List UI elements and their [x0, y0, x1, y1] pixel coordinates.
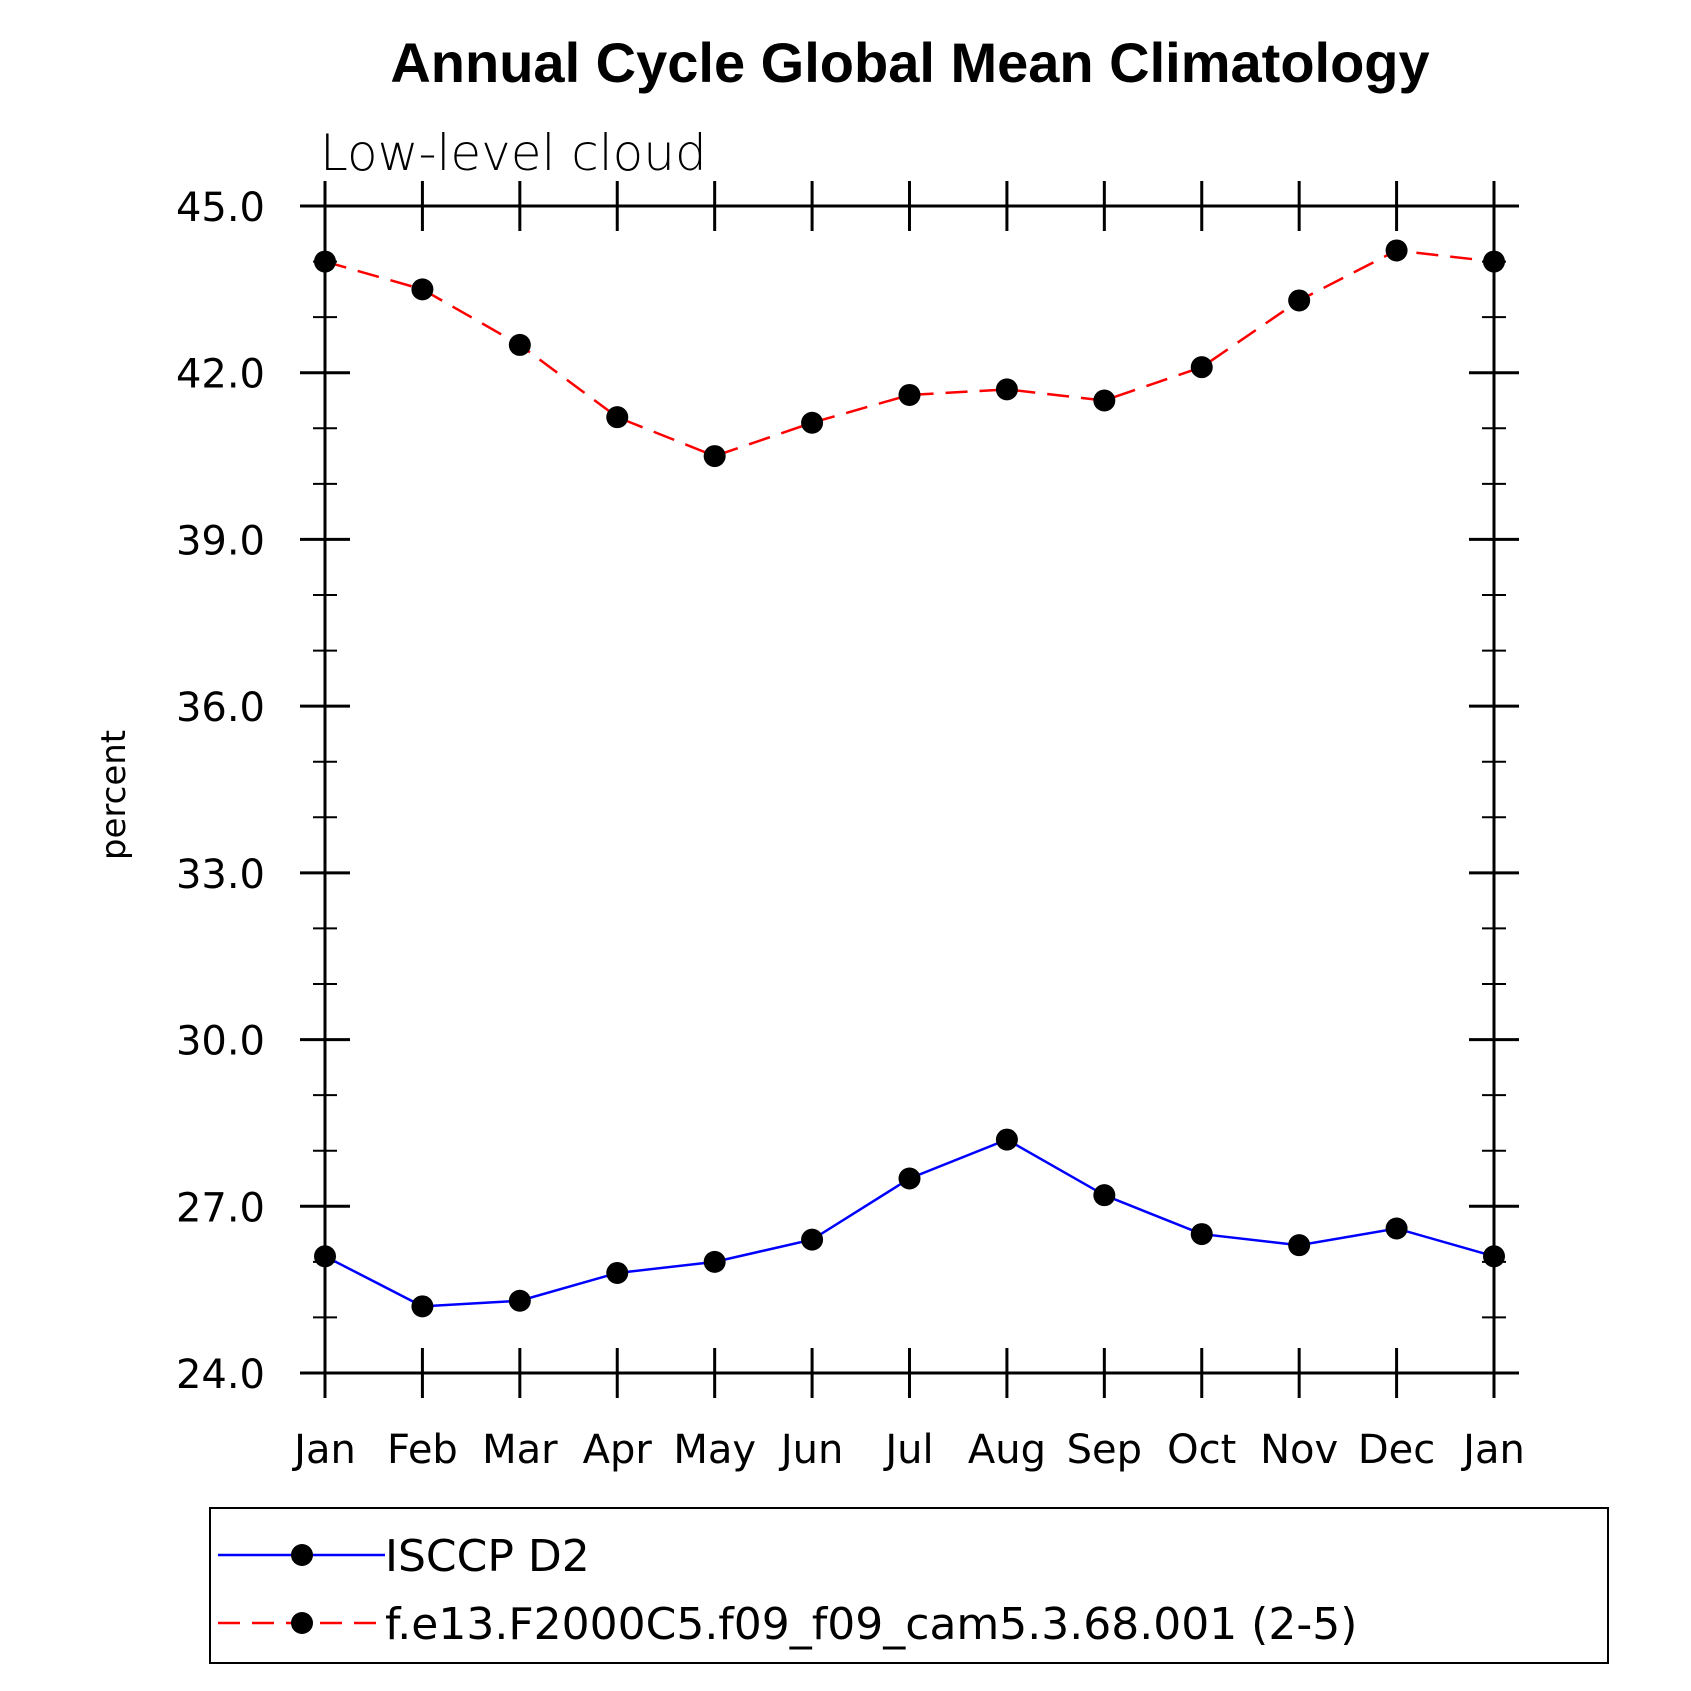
chart-subtitle: Low-level cloud [320, 124, 707, 182]
series-1-point [1288, 289, 1311, 312]
series-0-point [703, 1250, 726, 1273]
series-layer [314, 239, 1505, 1318]
x-tick-label: Nov [1260, 1427, 1338, 1473]
series-0-point [606, 1261, 629, 1284]
y-tick-label: 42.0 [176, 352, 265, 398]
legend-label-isccp: ISCCP D2 [385, 1531, 590, 1582]
y-tick-label: 27.0 [176, 1185, 265, 1231]
x-tick-label: Dec [1358, 1427, 1435, 1473]
y-tick-label: 39.0 [176, 518, 265, 564]
legend-label-model: f.e13.F2000C5.f09_f09_cam5.3.68.001 (2-5… [385, 1599, 1357, 1650]
x-tick-labels: Jan Feb Mar Apr May Jun Jul Aug Sep Oct Nov Dec Jan [291, 1427, 1525, 1473]
axis-ticks [300, 181, 1519, 1398]
x-tick-label: Jan [1460, 1427, 1525, 1473]
series-1-point [801, 411, 824, 434]
y-tick-labels: 24.0 27.0 30.0 33.0 36.0 39.0 42.0 45.0 [176, 185, 265, 1398]
legend-marker-isccp [291, 1544, 313, 1566]
series-1-point [314, 250, 336, 273]
series-0-point [1190, 1223, 1213, 1246]
series-line-0 [324, 1138, 1495, 1308]
x-tick-label: Jul [882, 1427, 933, 1473]
series-0-point [508, 1289, 531, 1312]
y-tick-label: 36.0 [176, 685, 265, 731]
x-tick-label: Jun [778, 1427, 844, 1473]
chart-title: Annual Cycle Global Mean Climatology [390, 31, 1429, 94]
series-1-point [1385, 239, 1408, 262]
series-0-point [314, 1245, 336, 1268]
series-0-point [411, 1295, 434, 1318]
series-1-point [898, 383, 921, 406]
series-0-point [801, 1228, 824, 1251]
x-tick-label: May [673, 1427, 756, 1473]
y-tick-label: 24.0 [176, 1352, 265, 1398]
legend-marker-model [291, 1612, 313, 1634]
series-0-point [995, 1128, 1018, 1151]
series-line-1 [324, 249, 1495, 458]
series-1-point [1190, 356, 1213, 379]
series-1-point [995, 378, 1018, 401]
y-axis-label: percent [94, 730, 134, 860]
series-0-point [1093, 1184, 1116, 1207]
x-tick-label: Jan [291, 1427, 356, 1473]
series-1-point [411, 278, 434, 301]
x-tick-label: Sep [1067, 1427, 1142, 1473]
series-1-point [606, 406, 629, 429]
legend-box [209, 1507, 1609, 1664]
x-tick-label: Feb [387, 1427, 458, 1473]
x-tick-label: Aug [968, 1427, 1046, 1473]
series-1-point [1093, 389, 1116, 412]
series-1-point [508, 333, 531, 356]
plot-frame [323, 204, 1496, 1375]
series-1-point [1483, 250, 1505, 273]
series-0-point [1483, 1245, 1505, 1268]
x-tick-label: Apr [583, 1427, 653, 1473]
series-1-point [703, 445, 726, 468]
series-0-point [898, 1167, 921, 1190]
y-tick-label: 30.0 [176, 1019, 265, 1065]
y-tick-label: 45.0 [176, 185, 265, 231]
y-tick-label: 33.0 [176, 852, 265, 898]
x-tick-label: Oct [1167, 1427, 1236, 1473]
series-0-point [1288, 1234, 1311, 1257]
series-0-point [1385, 1217, 1408, 1240]
x-tick-label: Mar [482, 1427, 558, 1473]
legend: ISCCP D2 f.e13.F2000C5.f09_f09_cam5.3.68… [209, 1507, 1609, 1664]
